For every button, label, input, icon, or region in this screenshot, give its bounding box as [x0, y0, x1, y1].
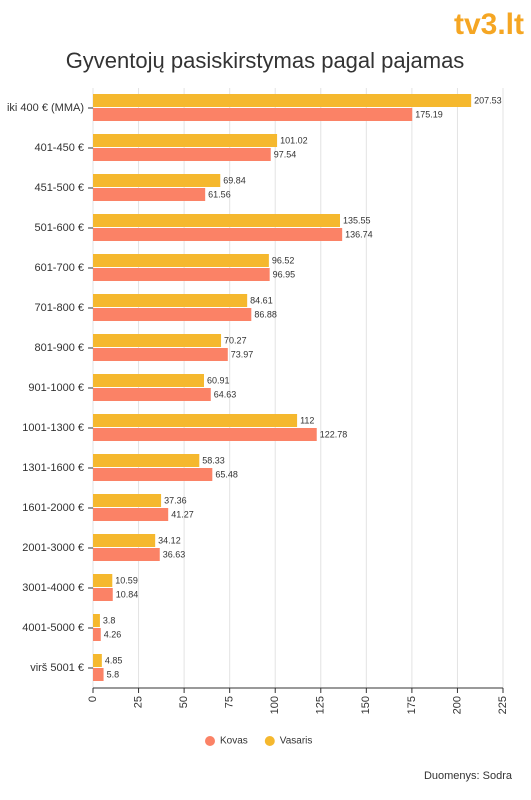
value-label: 41.27 [171, 509, 194, 519]
bar [93, 654, 102, 667]
bar [93, 134, 278, 147]
bar [93, 668, 104, 681]
source: Duomenys: Sodra [424, 770, 513, 782]
y-tick-label: 4001-5000 € [22, 622, 84, 634]
x-tick-label: 150 [360, 696, 372, 714]
bar [93, 348, 228, 361]
bar [93, 334, 222, 347]
value-label: 112 [300, 415, 314, 425]
value-label: 96.52 [272, 255, 295, 265]
value-label: 122.78 [320, 429, 348, 439]
chart-title: Gyventojų pasiskirstymas pagal pajamas [66, 48, 465, 73]
value-label: 5.8 [107, 669, 120, 679]
y-tick-label: 451-500 € [34, 182, 84, 194]
y-tick-label: virš 5001 € [30, 662, 84, 674]
bar [93, 108, 413, 121]
bar [93, 588, 113, 601]
value-label: 101.02 [280, 135, 308, 145]
x-tick-label: 125 [315, 696, 327, 714]
value-label: 135.55 [343, 215, 371, 225]
value-label: 70.27 [224, 335, 247, 345]
value-label: 37.36 [164, 495, 187, 505]
y-tick-label: 401-450 € [34, 142, 84, 154]
y-tick-label: 901-1000 € [28, 382, 84, 394]
logo: tv3.lt [454, 8, 524, 41]
value-label: 60.91 [207, 375, 230, 385]
value-label: 84.61 [250, 295, 273, 305]
bar [93, 148, 271, 161]
bar [93, 294, 248, 307]
y-tick-label: 801-900 € [34, 342, 84, 354]
legend-marker [264, 736, 275, 746]
bar [93, 268, 270, 281]
value-label: 96.95 [273, 269, 296, 279]
legend-label: Vasaris [280, 736, 313, 747]
bar [93, 214, 341, 227]
bar [93, 308, 252, 321]
value-label: 36.63 [163, 549, 186, 559]
bar [93, 174, 221, 187]
bar [93, 468, 213, 481]
value-label: 73.97 [231, 349, 254, 359]
bar [93, 374, 204, 387]
legend-marker [205, 736, 215, 746]
bar [93, 388, 211, 401]
y-tick-label: 2001-3000 € [22, 542, 84, 554]
value-label: 136.74 [345, 229, 373, 239]
bar [93, 548, 160, 561]
bar [93, 508, 169, 521]
bar [93, 574, 113, 587]
bar [93, 534, 156, 547]
bar [93, 614, 100, 627]
value-label: 10.84 [116, 589, 139, 599]
x-tick-label: 75 [224, 696, 236, 708]
value-label: 3.8 [103, 615, 116, 625]
y-tick-label: 1301-1600 € [22, 462, 84, 474]
x-tick-label: 175 [406, 696, 418, 714]
bar [93, 414, 298, 427]
y-tick-label: 3001-4000 € [22, 582, 84, 594]
value-label: 4.26 [104, 629, 122, 639]
bar [93, 94, 472, 107]
value-label: 86.88 [254, 309, 277, 319]
bar [93, 628, 101, 641]
value-label: 97.54 [274, 149, 297, 159]
value-label: 207.53 [474, 95, 502, 105]
y-tick-label: 1601-2000 € [22, 502, 84, 514]
bar [93, 454, 200, 467]
y-tick-label: 601-700 € [34, 262, 84, 274]
x-tick-label: 0 [87, 696, 99, 702]
bar [93, 228, 343, 241]
x-tick-label: 200 [451, 696, 463, 714]
x-tick-label: 25 [132, 696, 144, 708]
bar [93, 188, 206, 201]
legend-label: Kovas [220, 736, 248, 747]
value-label: 175.19 [415, 109, 443, 119]
value-label: 4.85 [105, 655, 123, 665]
y-tick-label: 501-600 € [34, 222, 84, 234]
bar [93, 254, 269, 267]
y-tick-label: 701-800 € [34, 302, 84, 314]
value-label: 65.48 [215, 469, 238, 479]
bar [93, 494, 162, 507]
y-tick-label: iki 400 € (MMA) [7, 102, 84, 114]
x-tick-label: 225 [497, 696, 509, 714]
value-label: 10.59 [115, 575, 138, 585]
value-label: 58.33 [202, 455, 225, 465]
y-tick-label: 1001-1300 € [22, 422, 84, 434]
value-label: 61.56 [208, 189, 231, 199]
bar [93, 428, 317, 441]
value-label: 64.63 [214, 389, 237, 399]
x-tick-label: 100 [269, 696, 281, 714]
x-tick-label: 50 [178, 696, 190, 708]
value-label: 69.84 [223, 175, 246, 185]
value-label: 34.12 [158, 535, 181, 545]
